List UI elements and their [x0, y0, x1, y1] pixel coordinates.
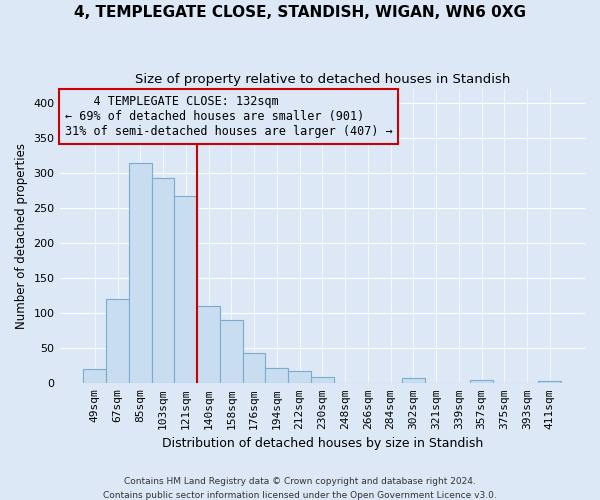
Bar [83, 370, 106, 384]
X-axis label: Distribution of detached houses by size in Standish: Distribution of detached houses by size … [161, 437, 483, 450]
Bar [242, 353, 265, 384]
Bar [129, 163, 152, 384]
Bar [538, 381, 561, 384]
Bar [265, 368, 288, 384]
Bar [470, 380, 493, 384]
Y-axis label: Number of detached properties: Number of detached properties [15, 144, 28, 330]
Bar [311, 377, 334, 384]
Bar [152, 178, 175, 384]
Bar [402, 378, 425, 384]
Text: Contains HM Land Registry data © Crown copyright and database right 2024.
Contai: Contains HM Land Registry data © Crown c… [103, 478, 497, 500]
Bar [197, 306, 220, 384]
Bar [220, 320, 242, 384]
Title: Size of property relative to detached houses in Standish: Size of property relative to detached ho… [134, 72, 510, 86]
Bar [106, 300, 129, 384]
Bar [288, 372, 311, 384]
Text: 4, TEMPLEGATE CLOSE, STANDISH, WIGAN, WN6 0XG: 4, TEMPLEGATE CLOSE, STANDISH, WIGAN, WN… [74, 5, 526, 20]
Bar [175, 196, 197, 384]
Text: 4 TEMPLEGATE CLOSE: 132sqm
← 69% of detached houses are smaller (901)
31% of sem: 4 TEMPLEGATE CLOSE: 132sqm ← 69% of deta… [65, 96, 392, 138]
